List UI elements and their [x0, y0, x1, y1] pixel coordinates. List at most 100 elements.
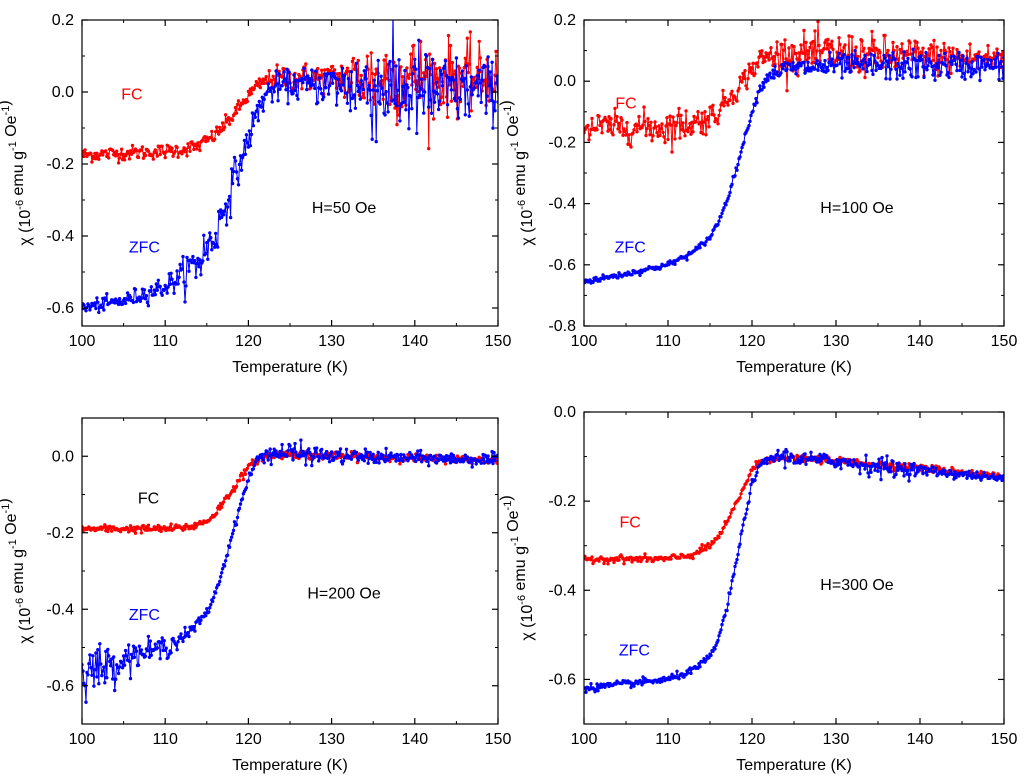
data-point [635, 130, 639, 134]
data-point [180, 267, 184, 271]
data-point [760, 88, 764, 92]
data-point [823, 58, 827, 63]
data-point [83, 148, 87, 152]
data-point [222, 564, 227, 568]
data-point [289, 89, 293, 93]
data-point [154, 151, 158, 155]
data-point [422, 111, 426, 115]
data-point [617, 271, 621, 275]
data-point [385, 101, 389, 105]
data-point [781, 455, 785, 460]
data-point [670, 150, 674, 154]
data-point [733, 174, 737, 178]
data-point [735, 168, 739, 172]
data-point [893, 57, 897, 61]
data-point [465, 88, 469, 92]
data-point [767, 58, 771, 62]
data-point [398, 462, 402, 466]
data-point [82, 303, 86, 307]
data-point [225, 205, 230, 209]
data-point [271, 86, 275, 90]
data-point [782, 450, 786, 454]
data-point [739, 532, 743, 536]
chart-panel-bottom-left: 100 110 120 130 140 150 0.0 -0.2 -0.4 -0.6 Tempera… [0, 417, 511, 774]
data-point [153, 292, 157, 297]
data-point [828, 42, 832, 46]
data-point [868, 62, 872, 66]
data-point [175, 648, 179, 652]
data-point [128, 149, 133, 153]
data-point [208, 606, 212, 610]
data-point [687, 126, 691, 130]
data-point [598, 123, 602, 128]
data-point [362, 96, 366, 100]
data-point [862, 57, 866, 61]
data-point [324, 86, 328, 90]
data-point [643, 119, 647, 124]
data-point [948, 60, 952, 64]
data-point [671, 115, 675, 119]
data-point [894, 67, 898, 71]
series-label-zfc: ZFC [129, 607, 160, 624]
series-label-fc: FC [138, 491, 159, 508]
data-point [116, 299, 120, 303]
data-point [97, 157, 101, 161]
data-point [199, 618, 203, 622]
data-point [744, 84, 748, 88]
data-point [949, 71, 953, 76]
data-point [434, 67, 439, 71]
data-point [669, 557, 673, 561]
data-point [955, 68, 959, 73]
data-point [244, 486, 249, 490]
data-point [199, 273, 203, 277]
data-point [869, 470, 873, 474]
data-point [847, 55, 851, 59]
data-point [944, 63, 948, 68]
data-point [180, 152, 184, 156]
data-point [883, 56, 887, 60]
data-point [193, 258, 197, 263]
x-axis-label: Temperature (K) [736, 359, 852, 376]
data-point [116, 302, 121, 307]
data-point [454, 460, 459, 464]
data-point [134, 649, 139, 653]
data-point [324, 449, 329, 454]
data-point [989, 58, 993, 63]
data-point [321, 97, 325, 102]
data-point [622, 562, 626, 566]
data-point [673, 262, 677, 266]
data-point [223, 113, 228, 117]
data-point [852, 65, 856, 70]
data-point [133, 531, 138, 535]
data-point [94, 306, 98, 311]
data-point [905, 472, 909, 476]
data-point [329, 450, 334, 454]
data-point [371, 88, 375, 92]
data-point [788, 59, 792, 63]
data-point [802, 60, 806, 64]
data-point [718, 630, 722, 635]
x-tick-label: 100 [571, 333, 598, 350]
data-point [128, 676, 133, 681]
data-point [370, 457, 374, 461]
data-point [176, 282, 180, 286]
data-point [710, 232, 714, 237]
data-point [252, 463, 256, 468]
data-point [691, 556, 695, 561]
data-point [113, 688, 117, 693]
x-tick-label: 130 [318, 731, 345, 748]
data-point [728, 591, 732, 596]
data-point [736, 162, 740, 167]
data-point [982, 57, 986, 62]
chart-panel-bottom-right: 100 110 120 130 140 150 0.0 -0.2 -0.4 -0.6 Tempera… [498, 404, 1017, 774]
data-point [955, 47, 959, 52]
data-point [426, 456, 430, 461]
data-point [621, 133, 625, 137]
data-point [775, 70, 779, 74]
data-point [814, 61, 818, 65]
data-point [675, 121, 679, 125]
data-point [827, 60, 831, 65]
data-point [977, 67, 981, 71]
data-point [772, 54, 776, 59]
data-point [665, 116, 669, 120]
